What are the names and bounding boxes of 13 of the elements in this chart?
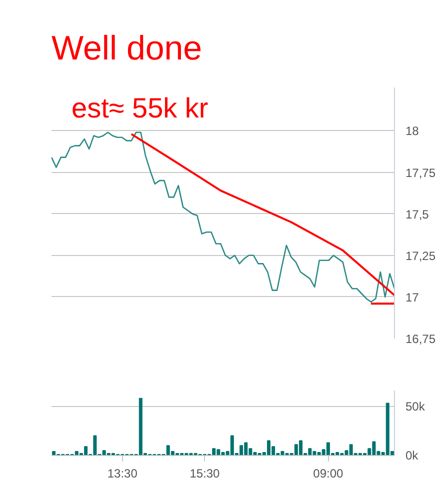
y-tick-label: 17,25 [406,248,436,263]
y-tick-label: 17,75 [406,166,436,180]
y-tick-label: 0k [406,448,420,462]
y-tick-label: 18 [406,124,420,138]
x-tick-label: 13:30 [107,466,138,480]
y-tick-label: 50k [406,399,426,414]
annotation: est≈ 55k kr [72,92,208,124]
y-tick-label: 17 [406,290,420,304]
x-tick-label: 15:30 [190,466,220,480]
y-tick-label: 16,75 [406,332,436,346]
y-tick-label: 17,5 [406,207,430,222]
chart-title: Well done [52,30,202,68]
x-tick-label: 09:00 [313,466,344,480]
